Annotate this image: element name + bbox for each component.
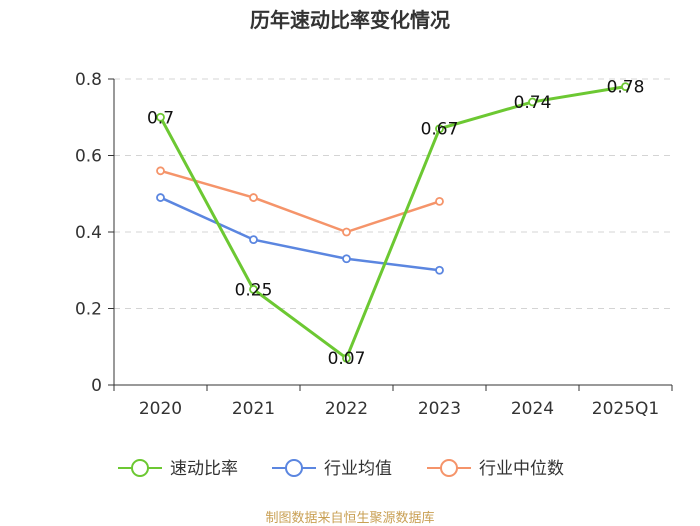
data-point <box>249 193 258 202</box>
data-point <box>342 227 351 237</box>
chart-title: 历年速动比率变化情况 <box>250 8 450 32</box>
x-tick-label: 2020 <box>139 399 182 419</box>
gridlines <box>114 78 672 309</box>
data-point <box>156 112 165 122</box>
data-label: 0.7 <box>147 108 174 128</box>
data-point <box>435 265 444 275</box>
data-label: 0.78 <box>607 78 645 98</box>
data-point <box>156 166 165 176</box>
x-tick-label: 2024 <box>511 399 554 419</box>
axes: 0 0.2 0.4 0.6 0.8 2020 2021 2022 2023 2024 2025Q1 <box>75 70 673 419</box>
data-point <box>249 284 258 294</box>
data-point <box>156 193 165 202</box>
y-tick-label: 0.8 <box>75 70 102 90</box>
series-line-1 <box>159 196 440 272</box>
y-tick-label: 0.4 <box>75 223 102 243</box>
data-label: 0.67 <box>421 120 459 140</box>
data-point <box>435 124 444 134</box>
legend-label: 速动比率 <box>170 459 238 479</box>
data-label: 0.74 <box>514 93 552 113</box>
legend-swatch-marker <box>440 459 458 477</box>
legend: 速动比率 行业均值 行业中位数 <box>118 459 564 479</box>
series-layer <box>156 82 630 363</box>
x-tick-label: 2021 <box>232 399 275 419</box>
data-point <box>435 196 444 206</box>
data-label: 0.25 <box>235 280 273 300</box>
x-tick-label: 2023 <box>418 399 461 419</box>
series-line-2 <box>160 169 440 234</box>
data-point <box>342 254 351 264</box>
x-tick-label: 2025Q1 <box>592 399 659 419</box>
data-point <box>249 235 258 245</box>
data-point <box>342 353 351 363</box>
data-label: 0.07 <box>328 349 366 369</box>
legend-label: 行业中位数 <box>479 459 564 479</box>
legend-label: 行业均值 <box>324 459 392 479</box>
data-labels: 0.7 0.25 0.07 0.67 0.74 0.78 <box>147 78 644 370</box>
source-note: 制图数据来自恒生聚源数据库 <box>265 511 435 526</box>
legend-swatch-marker <box>131 459 149 477</box>
y-tick-label: 0.2 <box>75 300 102 320</box>
series-line-0 <box>159 85 626 360</box>
x-tick-label: 2022 <box>325 399 368 419</box>
legend-swatch-marker <box>285 459 303 477</box>
y-tick-label: 0 <box>91 376 102 396</box>
y-tick-label: 0.6 <box>75 147 102 167</box>
data-point <box>621 82 630 92</box>
data-point <box>528 97 537 107</box>
